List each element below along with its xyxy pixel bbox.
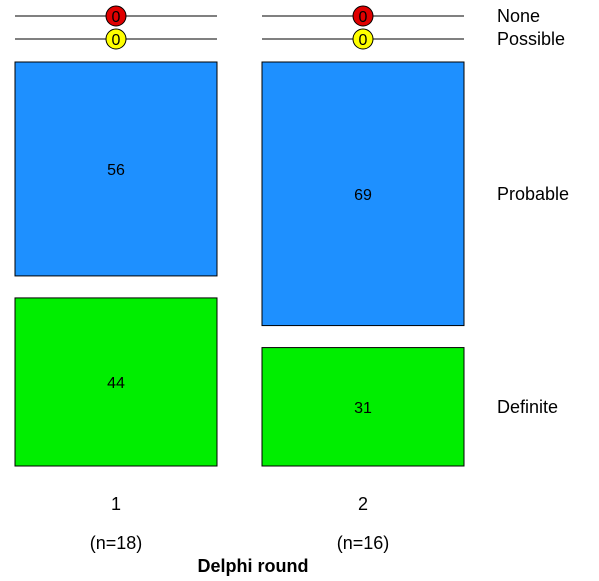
marker-possible-2 <box>352 28 374 50</box>
series-label-probable: Probable <box>497 184 569 204</box>
x-sublabel-2: (n=16) <box>337 533 390 553</box>
box-definite-1 <box>14 297 218 467</box>
value-label-probable-1: 56 <box>107 162 125 179</box>
value-label-possible-2: 0 <box>359 32 368 49</box>
value-label-possible-1: 0 <box>112 32 121 49</box>
value-label-probable-2: 69 <box>354 187 372 204</box>
marker-none-1 <box>105 5 127 27</box>
series-label-possible: Possible <box>497 29 565 49</box>
series-label-none: None <box>497 6 540 26</box>
value-label-definite-1: 44 <box>107 375 125 392</box>
x-sublabel-1: (n=18) <box>90 533 143 553</box>
value-label-definite-2: 31 <box>354 400 372 417</box>
value-label-none-2: 0 <box>359 9 368 26</box>
box-definite-2 <box>261 347 465 467</box>
value-label-none-1: 0 <box>112 9 121 26</box>
x-tick-label-1: 1 <box>111 494 121 514</box>
marker-possible-1 <box>105 28 127 50</box>
marker-none-2 <box>352 5 374 27</box>
series-label-definite: Definite <box>497 397 558 417</box>
x-tick-label-2: 2 <box>358 494 368 514</box>
column-1: 0 0 56 44 <box>14 5 218 467</box>
box-probable-2 <box>261 61 465 327</box>
column-2: 0 0 69 31 <box>261 5 465 467</box>
x-axis-title: Delphi round <box>198 556 309 576</box>
box-probable-1 <box>14 61 218 277</box>
